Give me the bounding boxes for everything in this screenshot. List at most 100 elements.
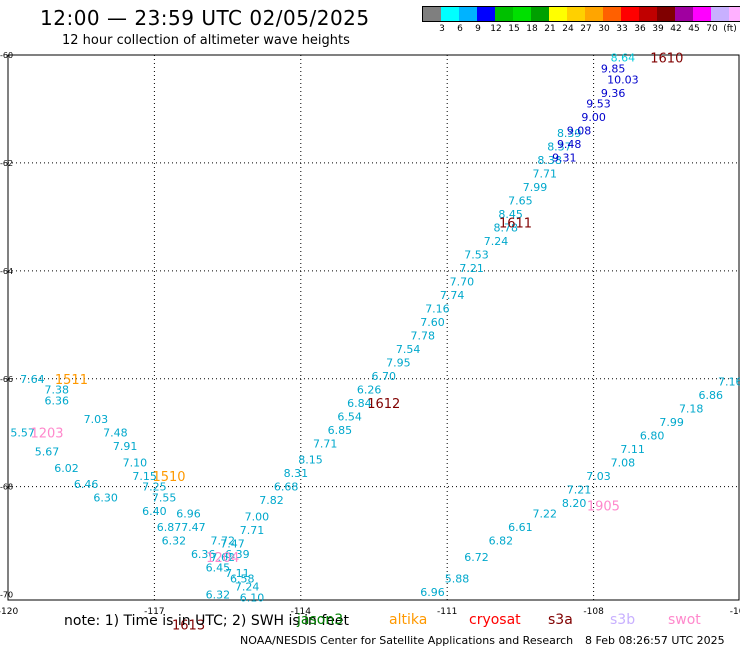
wave-height-value: 6.36 <box>45 394 70 407</box>
legend-swatch <box>531 7 549 21</box>
legend-swatch <box>621 7 639 21</box>
wave-height-value: 5.67 <box>35 446 60 459</box>
x-tick-label: -114 <box>291 607 312 617</box>
wave-height-value: 6.70 <box>372 370 397 383</box>
wave-height-value: 7.71 <box>313 438 338 451</box>
pass-label: 1204 <box>206 551 239 566</box>
legend-tick-label: (ft) <box>723 24 737 34</box>
pass-label: 1613 <box>172 618 205 633</box>
legend-swatch <box>711 7 729 21</box>
legend-swatch <box>459 7 477 21</box>
legend-swatch <box>657 7 675 21</box>
wave-height-value: 6.54 <box>337 411 362 424</box>
y-tick-label: -64 <box>0 267 13 276</box>
pass-label: 1203 <box>30 427 63 442</box>
legend-tick-label: 15 <box>508 24 520 34</box>
page-title: 12:00 — 23:59 UTC 02/05/2025 <box>40 6 370 30</box>
legend-tick-label: 30 <box>598 24 610 34</box>
wave-height-value: 6.40 <box>142 505 167 518</box>
wave-height-value: 7.70 <box>450 276 475 289</box>
wave-height-value: 8.15 <box>298 454 323 467</box>
legend-tick-label: 12 <box>490 24 502 34</box>
y-tick-label: -60 <box>0 51 13 60</box>
wave-height-value: 8.20 <box>562 497 587 510</box>
wave-height-value: 7.71 <box>533 168 558 181</box>
wave-height-value: 6.80 <box>640 429 665 442</box>
legend-swatch <box>729 7 740 21</box>
satellite-s3a: s3a <box>548 612 573 628</box>
wave-height-value: 7.38 <box>45 384 70 397</box>
legend-tick-label: 27 <box>580 24 592 34</box>
footer-note: note: 1) Time is in UTC; 2) SWH is in fe… <box>64 613 350 629</box>
wave-height-value: 6.96 <box>176 508 201 521</box>
pass-label: 1612 <box>367 397 400 412</box>
legend-tick-label: 21 <box>544 24 556 34</box>
legend-tick-label: 45 <box>688 24 700 34</box>
pass-label: 1511 <box>55 373 88 388</box>
wave-height-value: 7.24 <box>235 581 260 594</box>
wave-height-value: 6.10 <box>240 591 265 604</box>
x-tick-label: -108 <box>583 607 604 617</box>
y-tick-label: -62 <box>0 159 13 168</box>
wave-height-value: 7.10 <box>123 456 148 469</box>
wave-height-value: 7.18 <box>679 402 704 415</box>
wave-height-value: 6.61 <box>508 521 533 534</box>
wave-height-value: 9.31 <box>552 152 577 165</box>
wave-height-value: 7.03 <box>84 413 109 426</box>
wave-height-value: 7.55 <box>152 491 177 504</box>
wave-height-value: 6.96 <box>420 586 445 599</box>
wave-height-value: 6.32 <box>206 589 231 602</box>
wave-height-value: 8.38 <box>537 154 562 167</box>
legend-swatch <box>675 7 693 21</box>
wave-height-value: 7.99 <box>523 181 548 194</box>
y-tick-label: -66 <box>0 375 13 384</box>
legend-tick-label: 70 <box>706 24 718 34</box>
wave-height-value: 6.32 <box>162 535 187 548</box>
legend-tick-label: 24 <box>562 24 574 34</box>
wave-height-value: 7.82 <box>259 494 284 507</box>
wave-height-value: 6.87 <box>157 521 182 534</box>
satellite-s3b: s3b <box>610 612 636 628</box>
wave-height-value: 9.08 <box>567 125 592 138</box>
legend-swatch <box>639 7 657 21</box>
wave-height-value: 7.72 <box>210 535 235 548</box>
legend-tick-label: 36 <box>634 24 646 34</box>
footer-timestamp: 8 Feb 08:26:57 UTC 2025 <box>585 634 725 647</box>
wave-height-value: 7.25 <box>142 481 167 494</box>
wave-height-value: 7.11 <box>620 443 645 456</box>
satellite-altika: altika <box>389 612 428 628</box>
satellite-cryosat: cryosat <box>469 612 521 628</box>
wave-height-value: 7.71 <box>240 524 265 537</box>
satellite-jason3: jason3 <box>297 612 344 628</box>
wave-height-value: 6.36 <box>191 548 216 561</box>
y-tick-label: -68 <box>0 483 13 492</box>
legend-swatch <box>567 7 585 21</box>
wave-height-value: 7.03 <box>586 470 611 483</box>
color-legend: 3 6 9 12 15 18 21 24 27 30 33 36 39 42 45 70 (ft) <box>422 6 740 34</box>
footer-credit: NOAA/NESDIS Center for Satellite Applica… <box>240 634 574 647</box>
wave-height-value: 7.11 <box>225 567 250 580</box>
wave-height-value: 7.91 <box>113 440 138 453</box>
wave-height-value: 7.53 <box>464 249 489 262</box>
wave-height-value: 7.54 <box>396 343 421 356</box>
y-tick-label: -70 <box>0 591 13 600</box>
wave-height-value: 8.31 <box>284 467 309 480</box>
wave-height-value: 8.37 <box>547 141 572 154</box>
legend-swatch <box>693 7 711 21</box>
wave-height-value: 6.86 <box>698 389 723 402</box>
legend-swatch <box>513 7 531 21</box>
wave-height-value: 7.62 <box>210 551 235 564</box>
wave-height-value: 7.64 <box>20 373 45 386</box>
wave-height-value: 9.48 <box>557 138 582 151</box>
wave-height-value: 9.36 <box>601 87 626 100</box>
wave-height-value: 5.57 <box>10 427 35 440</box>
legend-tick-label: 18 <box>526 24 538 34</box>
wave-height-value: 7.78 <box>411 330 436 343</box>
x-tick-label: -111 <box>437 607 457 617</box>
satellite-swot: swot <box>668 612 701 628</box>
pass-label: 1610 <box>650 52 683 67</box>
pass-label: 1611 <box>499 216 532 231</box>
wave-height-value: 7.00 <box>245 510 270 523</box>
x-tick-label: -120 <box>0 607 18 617</box>
legend-swatch <box>441 7 459 21</box>
